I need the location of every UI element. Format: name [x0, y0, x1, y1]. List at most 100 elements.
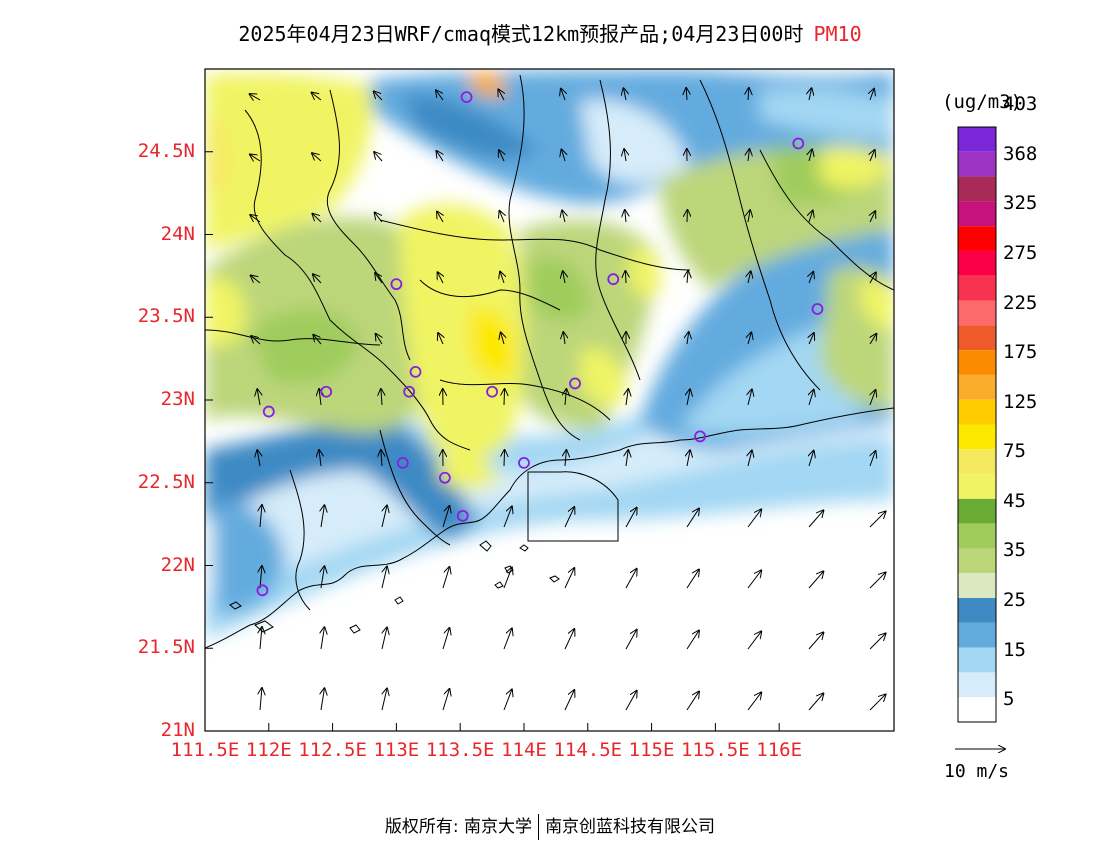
colorbar-segment	[958, 201, 996, 227]
colorbar-segment	[958, 151, 996, 177]
latitude-label: 23.5N	[137, 305, 195, 328]
monitoring-stations	[256, 91, 824, 597]
wind-arrow	[375, 213, 383, 223]
wind-arrow	[312, 214, 322, 223]
wind-arrow	[625, 508, 637, 528]
station-marker	[518, 456, 530, 469]
wind-arrow	[625, 569, 637, 589]
wind-arrow	[382, 567, 387, 589]
coastline-borders	[205, 74, 894, 649]
colorbar-label: 35	[1003, 539, 1026, 562]
wind-arrow	[503, 689, 512, 711]
wind-arrow	[870, 451, 875, 467]
longitude-label: 115E	[628, 739, 675, 761]
wind-arrow	[809, 149, 812, 162]
colorbar-segment	[958, 275, 996, 301]
colorbar-label: 403	[1003, 93, 1038, 116]
longitude-label: 114E	[501, 739, 547, 761]
colorbar-label: 368	[1003, 142, 1038, 165]
station-marker	[694, 430, 706, 443]
wind-arrow	[564, 629, 574, 650]
wind-arrow	[686, 631, 699, 650]
latitude-label: 21.5N	[137, 636, 195, 659]
wind-arrow	[374, 152, 383, 162]
wind-arrow	[374, 91, 383, 101]
wind-arrow	[500, 211, 504, 223]
station-marker	[390, 278, 403, 291]
latitude-label: 21N	[160, 719, 195, 741]
wind-arrow	[808, 632, 823, 650]
station-marker	[792, 137, 805, 150]
colorbar-segment	[958, 474, 996, 499]
colorbar-label: 175	[1003, 341, 1038, 364]
wind-reference-label: 10 m/s	[944, 761, 1010, 782]
latitude-label: 22N	[160, 553, 195, 576]
wind-arrow	[503, 628, 512, 650]
wind-arrow	[382, 689, 387, 711]
colorbar-label: 325	[1003, 192, 1038, 215]
station-marker	[320, 385, 333, 398]
colorbar-segment	[958, 127, 996, 152]
wind-arrow	[626, 450, 628, 467]
latitude-label: 24N	[160, 222, 195, 245]
wind-arrow	[260, 566, 262, 589]
colorbar-segment	[958, 399, 996, 425]
wind-arrow	[504, 389, 505, 406]
longitude-label: 114.5E	[553, 739, 623, 761]
station-marker	[409, 365, 422, 378]
station-marker	[396, 456, 409, 469]
station-marker	[607, 273, 620, 286]
wind-arrow	[748, 332, 751, 345]
colorbar-segment	[958, 697, 996, 722]
wind-arrow	[312, 93, 322, 101]
colorbar-segment	[958, 300, 996, 326]
station-marker	[569, 377, 581, 390]
wind-arrow	[869, 633, 886, 650]
wind-arrow	[808, 693, 823, 711]
wind-arrow	[564, 690, 574, 711]
wind-arrow	[438, 333, 443, 345]
wind-arrow	[870, 334, 876, 345]
wind-arrow	[321, 566, 324, 589]
colorbar-label: 275	[1003, 241, 1038, 264]
station-marker	[438, 471, 451, 484]
wind-arrow	[625, 210, 626, 223]
wind-arrow	[869, 572, 886, 589]
wind-arrow	[748, 88, 749, 101]
colorbar-segment	[958, 523, 996, 549]
colorbar-unit: (ug/m3)	[942, 91, 1023, 113]
wind-arrow	[870, 273, 876, 284]
wind-arrow	[625, 691, 637, 711]
wind-arrow	[499, 150, 504, 162]
colorbar-segment	[958, 350, 996, 375]
colorbar-segment	[958, 374, 996, 400]
colorbar-segment	[958, 573, 996, 599]
wind-arrow	[870, 390, 875, 406]
wind-arrow	[686, 88, 687, 101]
copyright-separator	[538, 814, 540, 840]
station-marker	[456, 509, 469, 522]
wind-arrow	[869, 694, 886, 711]
wind-arrow	[747, 509, 761, 528]
wind-arrow	[501, 332, 504, 345]
wind-arrow	[565, 389, 566, 406]
wind-arrow	[686, 692, 699, 711]
wind-arrow	[686, 570, 699, 589]
wind-arrow	[809, 390, 814, 406]
colorbar-label: 5	[1003, 688, 1015, 711]
wind-arrow	[748, 210, 750, 223]
wind-arrow	[260, 627, 262, 650]
colorbar-segment	[958, 424, 996, 450]
wind-arrow	[748, 271, 751, 284]
copyright-footer: 版权所有: 南京大学 南京创蓝科技有限公司	[0, 812, 1100, 840]
wind-arrow	[250, 154, 261, 161]
wind-arrow	[438, 272, 443, 284]
wind-vectors	[250, 88, 886, 711]
longitude-label: 113E	[373, 739, 420, 761]
wind-arrow	[381, 389, 382, 406]
wind-arrow	[748, 450, 752, 467]
wind-arrow	[561, 89, 565, 101]
wind-arrow	[260, 505, 262, 528]
wind-arrow	[687, 332, 689, 345]
